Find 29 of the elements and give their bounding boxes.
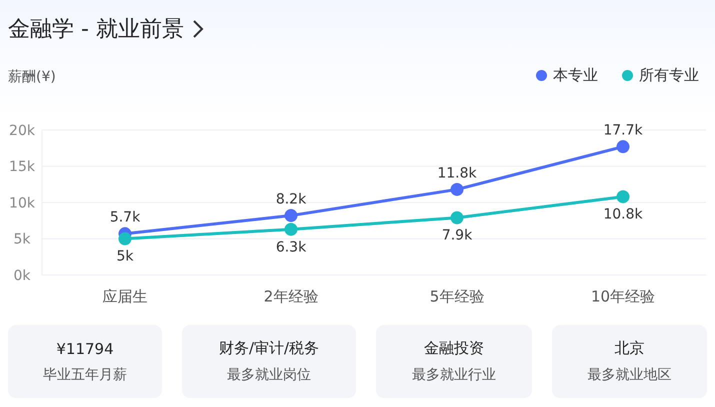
y-tick-label: 10k xyxy=(9,195,36,212)
text: ¥11794 xyxy=(56,340,114,358)
y-tick-label: 15k xyxy=(9,159,36,176)
text: 最多就业地区 xyxy=(588,366,672,384)
text: 最多就业岗位 xyxy=(227,366,311,384)
y-tick-label: 20k xyxy=(9,122,36,139)
data-label: 5.7k xyxy=(110,210,142,226)
data-label: 10.8k xyxy=(603,206,644,223)
legend-label: 本专业 xyxy=(553,66,598,85)
text: 北京 xyxy=(614,339,644,358)
y-tick-label: 0k xyxy=(13,268,32,284)
x-tick-label: 2年经验 xyxy=(264,288,318,306)
x-tick-label: 应届生 xyxy=(102,288,148,306)
y-axis-title: 薪酬(¥) xyxy=(8,68,56,86)
text: 最多就业行业 xyxy=(412,366,496,384)
text: 财务/审计/税务 xyxy=(218,339,320,358)
text: 金融投资 xyxy=(424,339,484,358)
x-tick-label: 5年经验 xyxy=(430,288,484,306)
legend-label: 所有专业 xyxy=(639,66,699,85)
chart-title: 金融学 - 就业前景 xyxy=(8,16,184,44)
data-label: 11.8k xyxy=(437,165,478,182)
text: 毕业五年月薪 xyxy=(43,366,127,384)
data-label: 7.9k xyxy=(442,228,474,244)
data-label: 8.2k xyxy=(276,192,308,208)
data-label: 17.7k xyxy=(603,122,644,139)
y-tick-label: 5k xyxy=(13,232,32,248)
data-label: 5k xyxy=(116,248,134,265)
x-tick-label: 10年经验 xyxy=(590,288,656,306)
data-label: 6.3k xyxy=(276,239,308,256)
